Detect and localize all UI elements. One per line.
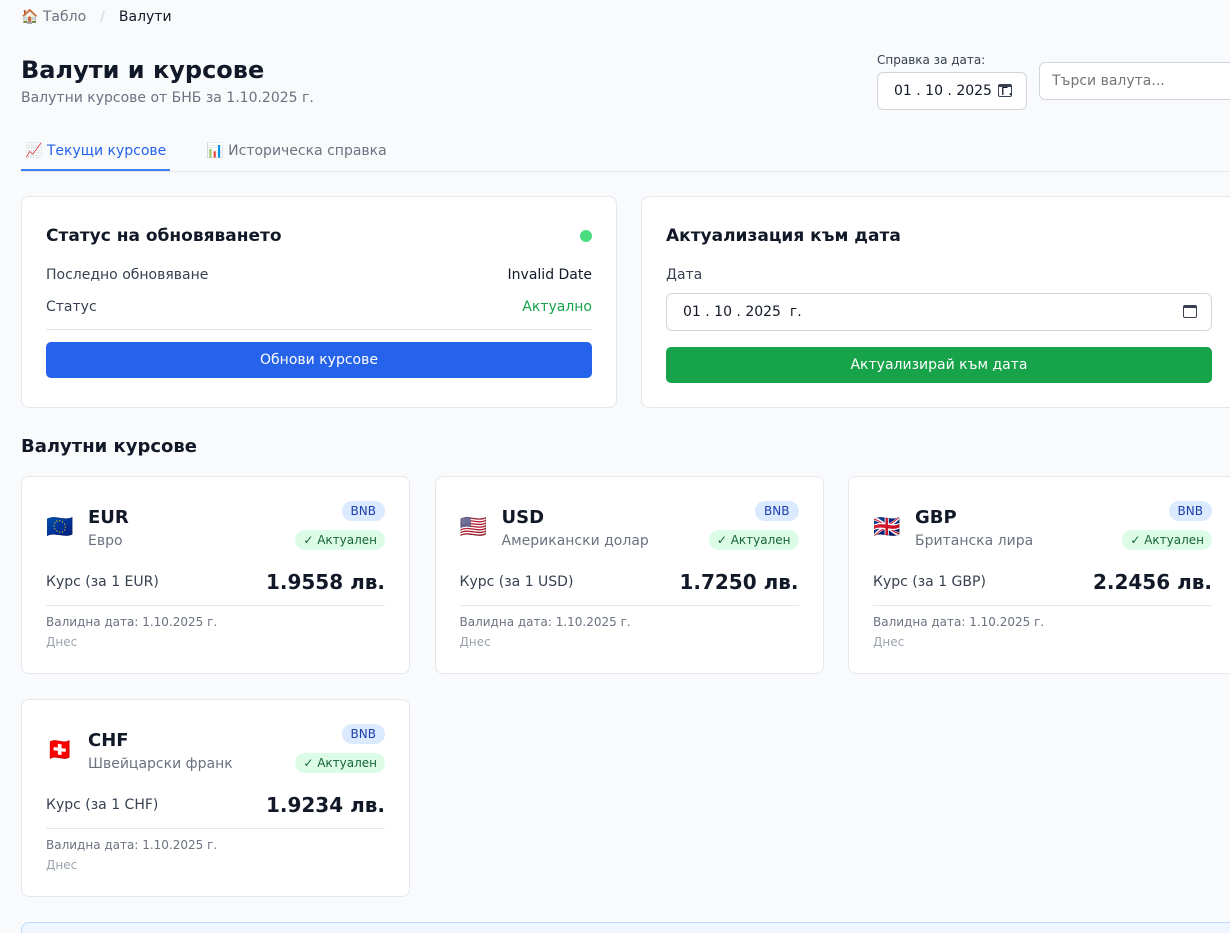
source-badge: BNB: [341, 724, 385, 744]
currency-name: Американски долар: [501, 533, 649, 549]
page-subtitle: Валутни курсове от БНБ за 1.10.2025 г.: [21, 90, 314, 106]
status-badge: ✓ Актуален: [708, 530, 799, 550]
flag-icon: 🇨🇭: [46, 738, 74, 763]
tab-current-rates[interactable]: 📈 Текущи курсове: [21, 133, 171, 171]
rate-label: Курс (за 1 USD): [459, 574, 574, 590]
divider: [873, 605, 1212, 606]
date-label: Дата: [666, 267, 703, 283]
breadcrumb: 🏠 Табло / Валути: [21, 9, 172, 25]
currency-card: 🇨🇭 CHF Швейцарски франк BNB ✓ Актуален К…: [21, 699, 410, 897]
last-update-label: Последно обновяване: [46, 267, 209, 283]
card-title: Статус на обновяването: [46, 226, 282, 246]
rate-value: 1.9558 лв.: [265, 570, 385, 594]
valid-date: Валидна дата: 1.10.2025 г.: [459, 615, 631, 629]
page-title: Валути и курсове: [21, 56, 265, 84]
currency-card: 🇬🇧 GBP Британска лира BNB ✓ Актуален Кур…: [848, 476, 1230, 674]
currency-name: Британска лира: [915, 533, 1034, 549]
status-badge: ✓ Актуален: [1122, 530, 1212, 550]
date-value: 01 . 10 . 2025 г.: [894, 83, 1013, 99]
date-label: Справка за дата:: [877, 53, 986, 67]
rate-label: Курс (за 1 GBP): [873, 574, 986, 590]
relative-date: Днес: [459, 635, 491, 649]
status-badge: ✓ Актуален: [295, 530, 385, 550]
update-to-date-card: Актуализация към дата Дата 01 . 10 . 202…: [641, 196, 1230, 408]
currency-code: EUR: [88, 507, 129, 528]
rate-value: 1.7250 лв.: [679, 570, 799, 594]
status-badge: ✓ Актуален: [295, 753, 385, 773]
calendar-icon[interactable]: [998, 84, 1012, 97]
valid-date: Валидна дата: 1.10.2025 г.: [46, 615, 218, 629]
breadcrumb-separator: /: [100, 9, 105, 25]
status-label: Статус: [46, 299, 97, 315]
currency-card: 🇪🇺 EUR Евро BNB ✓ Актуален Курс (за 1 EU…: [21, 476, 410, 674]
section-title: Валутни курсове: [21, 436, 198, 457]
currency-code: CHF: [88, 730, 129, 751]
relative-date: Днес: [46, 635, 78, 649]
update-to-date-button[interactable]: Актуализирай към дата: [666, 347, 1212, 383]
currency-name: Евро: [88, 533, 123, 549]
status-value: Актуално: [522, 299, 592, 315]
reference-date-input[interactable]: 01 . 10 . 2025 г.: [877, 72, 1027, 110]
status-dot: [580, 230, 592, 242]
card-title: Актуализация към дата: [666, 226, 901, 246]
relative-date: Днес: [873, 635, 905, 649]
tab-historical[interactable]: 📊 Историческа справка: [206, 143, 387, 159]
calendar-icon[interactable]: [1183, 305, 1197, 318]
breadcrumb-current: Валути: [118, 9, 172, 25]
valid-date: Валидна дата: 1.10.2025 г.: [873, 615, 1045, 629]
update-status-card: Статус на обновяването Последно обновява…: [21, 196, 617, 408]
info-box: [21, 922, 1230, 933]
refresh-rates-button[interactable]: Обнови курсове: [46, 342, 592, 378]
valid-date: Валидна дата: 1.10.2025 г.: [46, 838, 218, 852]
currency-search-input[interactable]: [1039, 62, 1230, 100]
breadcrumb-home-link[interactable]: 🏠 Табло: [21, 9, 87, 25]
rate-label: Курс (за 1 CHF): [46, 797, 159, 813]
currency-card: 🇺🇸 USD Американски долар BNB ✓ Актуален …: [434, 476, 824, 674]
rate-label: Курс (за 1 EUR): [46, 574, 159, 590]
rate-value: 1.9234 лв.: [265, 793, 385, 817]
source-badge: BNB: [755, 501, 799, 521]
source-badge: BNB: [1168, 501, 1212, 521]
divider: [46, 828, 385, 829]
source-badge: BNB: [341, 501, 385, 521]
update-date-input[interactable]: 01 . 10 . 2025 г.: [666, 293, 1212, 331]
tabs: 📈 Текущи курсове 📊 Историческа справка: [21, 133, 1230, 172]
divider: [459, 605, 799, 606]
rate-value: 2.2456 лв.: [1092, 570, 1212, 594]
currency-code: GBP: [915, 507, 957, 528]
flag-icon: 🇺🇸: [459, 515, 487, 540]
flag-icon: 🇬🇧: [873, 515, 901, 540]
divider: [46, 605, 385, 606]
relative-date: Днес: [46, 858, 78, 872]
currency-code: USD: [501, 507, 545, 528]
date-value: 01 . 10 . 2025 г.: [683, 304, 802, 320]
flag-icon: 🇪🇺: [46, 515, 74, 540]
last-update-value: Invalid Date: [507, 267, 592, 283]
currency-name: Швейцарски франк: [88, 756, 233, 772]
